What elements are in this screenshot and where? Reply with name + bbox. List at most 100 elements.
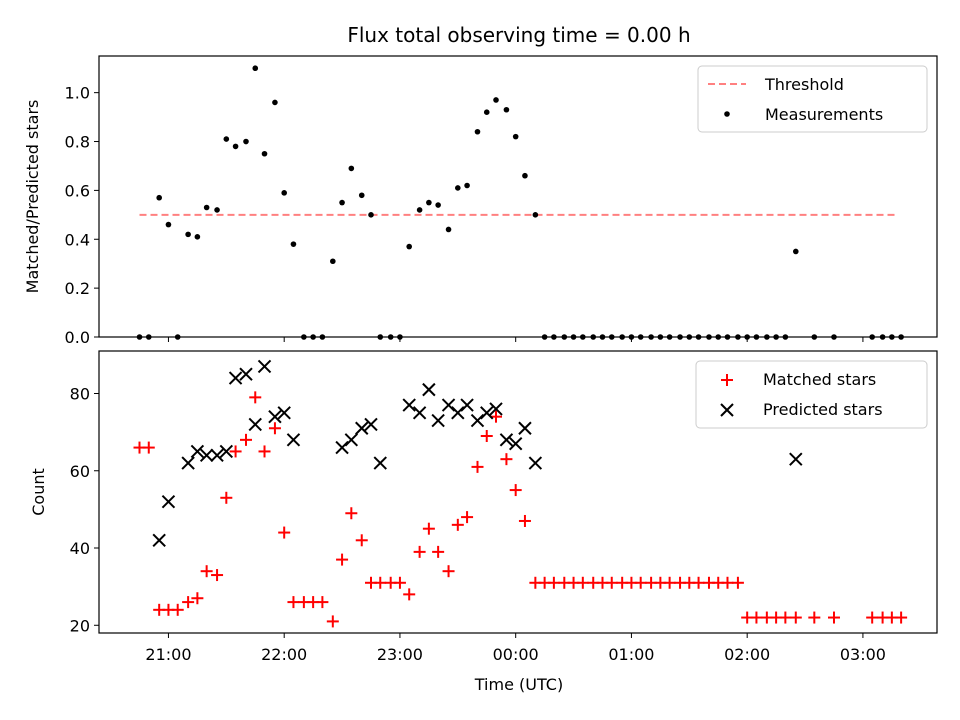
ratio-y-tick-label: 1.0 [65,84,90,103]
predicted-star-point [190,444,205,459]
predicted-star-point [470,413,485,428]
count-y-tick-label: 40 [70,539,90,558]
ratio-y-tick-label: 0.4 [65,230,90,249]
predicted-star-point [199,448,214,463]
count-panel-frame [98,350,938,634]
measurement-point [223,136,230,142]
matched-star-point [808,611,821,624]
matched-star-point [220,491,233,504]
predicted-star-point [518,421,532,435]
x-tick-label: 23:00 [377,645,423,664]
predicted-star-point [373,456,387,470]
ratio-y-tick-label: 0.8 [65,133,90,152]
predicted-star-point [335,440,349,455]
measurement-point [368,212,374,218]
measurement-point [348,165,355,172]
matched-star-point [509,484,522,497]
measurement-point [358,192,365,199]
x-tick-label: 00:00 [493,645,539,664]
matched-star-point [827,611,840,624]
matched-star-point [316,596,329,609]
matched-star-point [432,545,445,558]
matched-star-point [336,553,349,566]
count-y-tick-label: 60 [70,462,90,481]
matched-star-point [393,576,406,589]
matched-star-point [200,565,213,578]
measurement-point [214,207,220,213]
measurement-point [464,182,470,189]
measurement-point [474,128,481,135]
measurement-point [416,207,423,213]
matched-star-point [442,565,455,578]
measurement-point [483,109,490,115]
ratio-y-tick-label: 0.6 [65,181,90,200]
matched-star-point [547,576,560,589]
matched-star-point [287,596,300,609]
matched-star-point [663,576,676,589]
predicted-star-point [451,406,465,420]
count-y-axis-label: Count [29,468,48,516]
predicted-star-point [789,452,803,466]
matched-star-point [229,445,242,458]
count-panel: 20 40 60 80 21:00 22:00 23:00 00:00 01:00 02:00 03… [29,350,938,694]
measurement-point [252,65,259,72]
measurement-point [185,231,191,238]
measurement-point [522,172,528,179]
measurement-point [243,138,249,145]
matched-star-point [866,611,879,624]
measurement-point [493,97,499,103]
predicted-legend-marker [720,403,734,417]
predicted-star-point [152,533,166,547]
measurement-point [455,185,461,191]
ratio-panel-frame [98,55,938,338]
measurement-point [435,202,441,208]
matched-star-point [191,592,204,605]
matched-star-point [634,576,647,589]
matched-star-point [518,514,531,527]
matched-star-point [789,611,802,624]
predicted-star-point [181,456,195,470]
measurements-legend-label: Measurements [765,105,883,124]
matched-star-point [142,441,155,454]
threshold-legend-label: Threshold [764,75,844,94]
matched-legend-label: Matched stars [763,370,876,389]
predicted-star-point [210,448,224,463]
matched-star-point [422,522,435,535]
predicted-star-point [257,359,272,374]
matched-star-point [779,611,792,624]
count-y-tick-label: 20 [70,616,90,635]
matched-star-point [355,534,368,547]
matched-star-point [403,588,416,601]
predicted-star-point [344,433,359,447]
matched-star-point [461,511,474,524]
chart-title: Flux total observing time = 0.00 h [347,23,690,47]
x-tick-label: 03:00 [840,645,886,664]
matched-star-point [171,603,184,616]
predicted-star-point [508,437,523,451]
matched-star-point [345,507,358,520]
matched-star-point [576,576,589,589]
matched-star-point [211,569,224,582]
predicted-star-point [402,398,416,412]
measurement-point [532,212,539,218]
x-tick-label: 21:00 [145,645,191,664]
predicted-star-point [239,367,253,381]
x-axis-label: Time (UTC) [474,675,563,694]
measurements-legend-marker [724,111,730,117]
predicted-star-point [499,433,514,447]
matched-star-point [750,611,763,624]
matched-star-point [500,453,513,466]
measurement-point [232,143,239,150]
measurement-point [512,133,519,140]
predicted-star-point [161,494,176,509]
matched-star-point [278,526,291,539]
measurement-point [165,221,172,228]
measurement-point [272,99,278,106]
matched-star-point [239,433,252,446]
matched-star-point [268,422,281,435]
ratio-panel: 0.0 0.2 0.4 0.6 0.8 1.0 Matched/Predicted sta… [23,55,938,347]
measurement-point [406,243,412,250]
matched-star-point [258,445,271,458]
predicted-star-point [422,382,436,397]
